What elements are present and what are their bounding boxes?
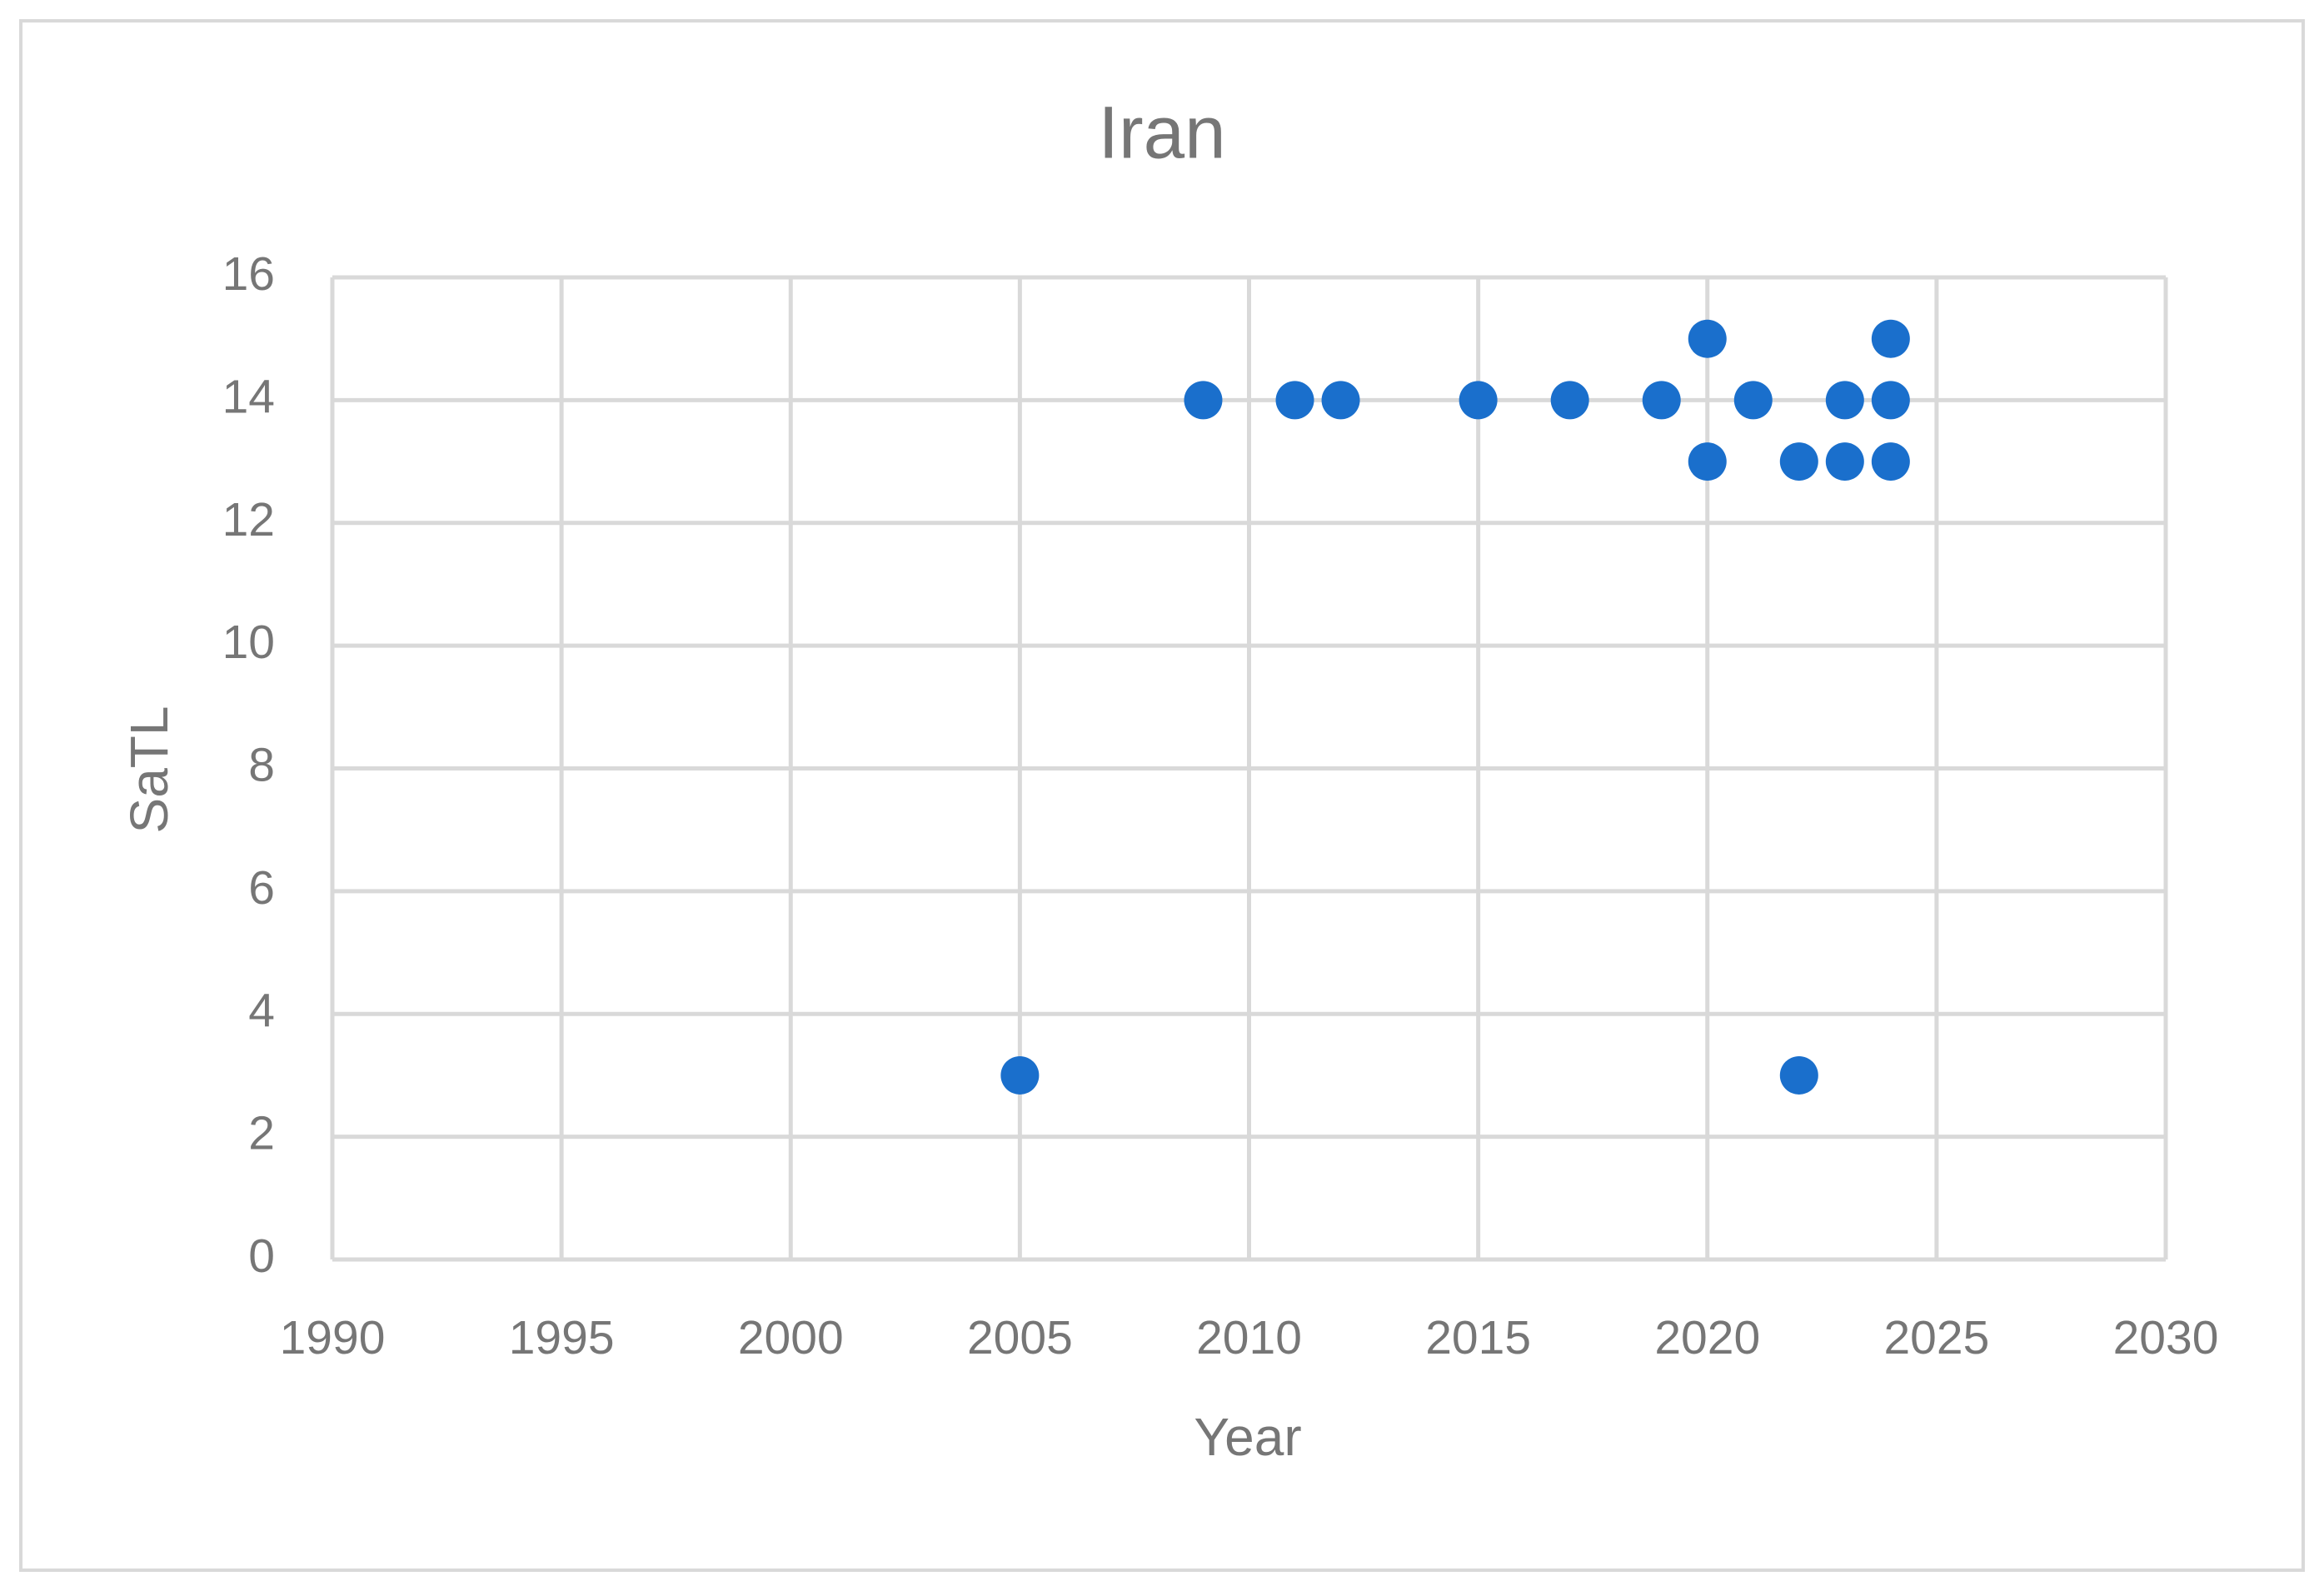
point (1871, 319, 1910, 358)
point (1688, 442, 1727, 481)
point (1825, 381, 1864, 420)
y-tick-label: 4 (248, 984, 275, 1037)
point (1550, 381, 1589, 420)
y-tick-label: 0 (248, 1229, 275, 1283)
y-tick-label: 16 (222, 247, 275, 301)
point (1459, 381, 1498, 420)
point (1000, 1055, 1040, 1095)
y-axis-title: SaTL (119, 706, 179, 834)
y-tick-label: 6 (248, 861, 275, 915)
y-tick-label: 12 (222, 493, 275, 546)
point (1779, 442, 1818, 481)
x-tick-label: 2030 (2113, 1311, 2219, 1364)
point (1688, 319, 1727, 358)
x-axis-title: Year (1194, 1407, 1301, 1467)
point (1733, 381, 1773, 420)
x-tick-label: 2025 (1883, 1311, 1989, 1364)
x-tick-label: 2010 (1196, 1311, 1302, 1364)
x-tick-label: 2015 (1425, 1311, 1531, 1364)
y-tick-label: 14 (222, 370, 275, 423)
x-tick-label: 1995 (509, 1311, 615, 1364)
point (1321, 381, 1360, 420)
y-tick-label: 10 (222, 616, 275, 669)
point (1825, 442, 1864, 481)
point (1642, 381, 1681, 420)
y-tick-label: 2 (248, 1107, 275, 1160)
y-tick-label: 8 (248, 739, 275, 792)
point (1871, 381, 1910, 420)
point (1871, 442, 1910, 481)
x-tick-label: 1990 (280, 1311, 386, 1364)
x-tick-label: 2020 (1654, 1311, 1760, 1364)
x-tick-label: 2005 (967, 1311, 1073, 1364)
point (1275, 381, 1314, 420)
point (1779, 1055, 1818, 1095)
point (1184, 381, 1223, 420)
chart-title: Iran (1098, 91, 1225, 174)
x-tick-label: 2000 (738, 1311, 844, 1364)
